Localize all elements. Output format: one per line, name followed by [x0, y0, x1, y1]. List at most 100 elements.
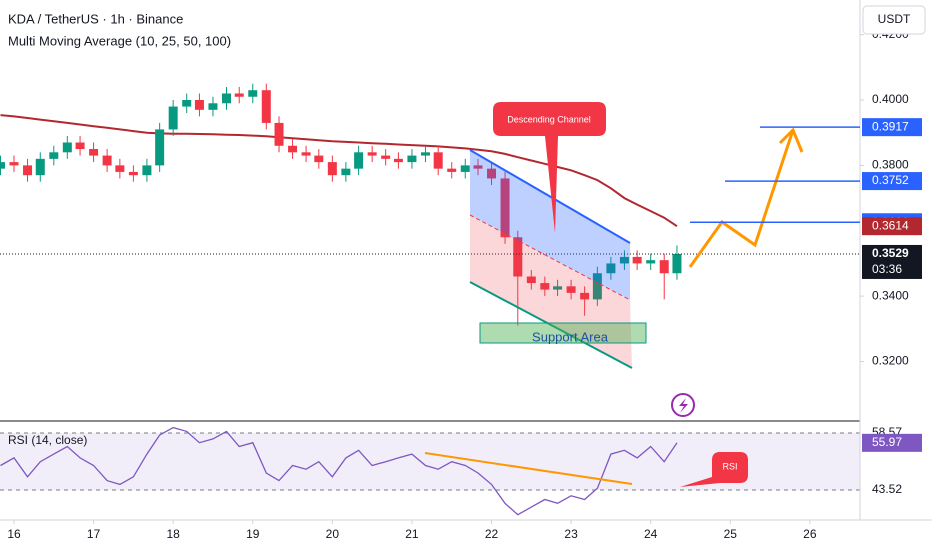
candle-body: [487, 168, 497, 179]
candle-body: [407, 155, 417, 163]
ma-value-box: [862, 217, 922, 236]
candle-body: [0, 162, 5, 169]
candle-body: [367, 152, 377, 156]
x-tick-label: 25: [724, 527, 738, 541]
level-label: 0.3752: [872, 173, 909, 187]
candle-body: [553, 286, 563, 290]
y-tick-label: 0.3200: [872, 354, 909, 368]
candle-body: [222, 93, 232, 104]
candle-body: [23, 165, 33, 176]
chart-title: KDA / TetherUS · 1h · Binance: [8, 11, 183, 26]
candle-body: [248, 90, 258, 97]
y-tick-label: 0.3800: [872, 158, 909, 172]
candle-body: [433, 152, 443, 169]
candle-body: [288, 145, 298, 153]
annotation: RSI: [722, 461, 737, 471]
channel-lower-fill: [470, 215, 632, 368]
x-tick-label: 16: [7, 527, 21, 541]
projection-arrow: [688, 127, 804, 268]
callout: [493, 102, 606, 233]
x-tick-label: 18: [166, 527, 180, 541]
x-tick-label: 21: [405, 527, 419, 541]
chart-subtitle: Multi Moving Average (10, 25, 50, 100): [8, 33, 231, 48]
last-price-box: [862, 244, 922, 279]
rsi-trendline: [424, 452, 633, 485]
y-tick-label: 0.3400: [872, 288, 909, 302]
candle-body: [672, 253, 682, 274]
candle-body: [128, 171, 138, 176]
support-area: [479, 322, 647, 344]
rsi-tick-label: 43.52: [872, 482, 902, 496]
candle-body: [62, 142, 72, 153]
candle-body: [341, 168, 351, 176]
last-price-label: 0.3529: [872, 246, 909, 260]
lightning-icon: [671, 393, 695, 417]
candle-body: [182, 100, 192, 107]
candle-body: [142, 165, 152, 176]
candle-body: [420, 152, 430, 156]
rsi-value-box: [862, 433, 922, 452]
candle-body: [35, 158, 45, 176]
candle-body: [619, 256, 629, 264]
candle-body: [460, 165, 470, 172]
annotation: Descending Channel: [507, 114, 591, 124]
candle-body: [274, 122, 284, 146]
candle-body: [592, 273, 602, 300]
candle-body: [168, 106, 178, 130]
candle-body: [75, 142, 85, 150]
candle-body: [301, 152, 311, 156]
currency-button: [862, 5, 926, 35]
candle-body: [513, 237, 523, 277]
candle-body: [314, 155, 324, 163]
candle-body: [566, 286, 576, 293]
candle-body: [354, 152, 364, 169]
candle-body: [49, 152, 59, 159]
channel-upper-fill: [470, 150, 630, 300]
candle-body: [381, 155, 391, 159]
candle-body: [447, 168, 457, 172]
level-box: [862, 172, 922, 191]
x-tick-label: 20: [326, 527, 340, 541]
x-tick-label: 22: [485, 527, 499, 541]
rsi-callout: [680, 452, 748, 487]
candle-body: [580, 292, 590, 300]
channel-top: [469, 149, 631, 244]
currency-label: USDT: [878, 12, 911, 26]
candle-body: [473, 165, 483, 169]
rsi-value-label: 55.97: [872, 435, 902, 449]
x-tick-label: 24: [644, 527, 658, 541]
candle-body: [9, 162, 19, 166]
rsi-line: [0, 426, 678, 516]
candle-body: [155, 129, 165, 166]
candle-body: [102, 155, 112, 166]
candle-body: [526, 276, 536, 284]
channel-mid: [469, 214, 631, 301]
candle-body: [234, 93, 244, 97]
candle-body: [261, 90, 271, 123]
lightning-bolt: [679, 398, 688, 413]
drawings: [424, 102, 804, 487]
rsi-label: RSI (14, close): [8, 433, 87, 447]
candle-body: [646, 260, 656, 264]
x-tick-label: 17: [87, 527, 101, 541]
y-tick-label: 0.4000: [872, 92, 909, 106]
annotation: Support Area: [532, 329, 609, 344]
x-tick-label: 26: [803, 527, 817, 541]
candle-body: [208, 103, 218, 110]
x-tick-label: 19: [246, 527, 260, 541]
candle-body: [606, 263, 616, 274]
x-tick-label: 23: [564, 527, 578, 541]
countdown: 03:36: [872, 262, 902, 276]
channel-bottom: [469, 281, 633, 369]
candle-body: [632, 256, 642, 264]
candle-body: [115, 165, 125, 172]
candle-body: [540, 283, 550, 290]
candle-body: [89, 149, 99, 156]
level-label: 0.3917: [872, 119, 909, 133]
candle-body: [393, 158, 403, 163]
candle-body: [659, 260, 669, 274]
candle-body: [327, 162, 337, 176]
ma-value-label: 0.3614: [872, 218, 909, 232]
candle-body: [500, 178, 510, 238]
